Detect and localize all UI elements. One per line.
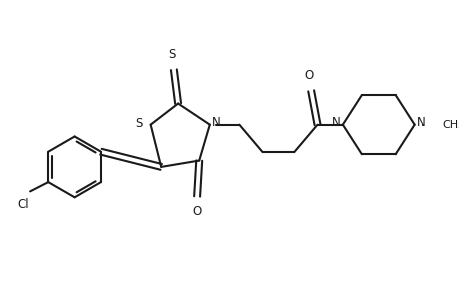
Text: S: S bbox=[135, 117, 143, 130]
Text: N: N bbox=[331, 116, 340, 129]
Text: S: S bbox=[168, 48, 175, 61]
Text: O: O bbox=[304, 69, 313, 82]
Text: N: N bbox=[416, 116, 425, 129]
Text: O: O bbox=[192, 205, 202, 218]
Text: Cl: Cl bbox=[17, 198, 28, 211]
Text: N: N bbox=[212, 116, 220, 129]
Text: CH₃: CH₃ bbox=[441, 120, 459, 130]
